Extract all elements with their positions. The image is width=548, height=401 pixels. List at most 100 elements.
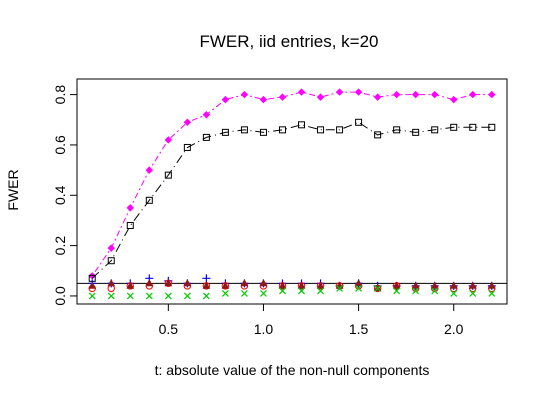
data-point [297, 281, 306, 289]
data-point [374, 131, 382, 139]
data-point [355, 284, 363, 292]
data-point [469, 123, 477, 131]
data-point [126, 292, 134, 300]
data-point [317, 126, 325, 134]
data-point [278, 281, 287, 289]
data-point [202, 133, 210, 141]
data-point [279, 287, 286, 295]
data-point [259, 95, 268, 104]
data-point [164, 136, 173, 144]
data-point [450, 123, 458, 131]
data-point [240, 126, 248, 134]
data-point [88, 292, 96, 300]
data-point [221, 281, 230, 289]
data-point [354, 279, 363, 287]
data-point [430, 90, 439, 99]
data-point [145, 292, 153, 300]
data-point [126, 281, 135, 289]
data-point [241, 290, 248, 297]
data-point [488, 90, 496, 99]
data-point [164, 279, 173, 287]
data-point [298, 287, 305, 295]
data-point [202, 111, 211, 119]
data-point [354, 88, 363, 96]
x-tick-label: 0.5 [159, 321, 179, 337]
data-point [335, 88, 344, 96]
data-point [164, 292, 172, 300]
data-point [450, 95, 458, 104]
data-point [260, 290, 267, 297]
x-tick-label: 1.0 [254, 321, 274, 337]
plot-marks: 0.5 1.0 1.5 2.0 0.0 0.2 0.4 0.6 0.8 [52, 85, 507, 337]
data-point [145, 166, 154, 174]
data-point [278, 126, 286, 134]
data-point [240, 90, 249, 99]
data-point [183, 118, 192, 126]
data-point [107, 257, 115, 265]
y-tick-label: 0.4 [52, 185, 68, 205]
data-point [431, 287, 439, 295]
data-point [107, 292, 115, 300]
data-point [487, 281, 496, 289]
data-point [126, 204, 134, 212]
data-point [259, 128, 267, 136]
data-point [374, 284, 382, 292]
y-tick-label: 0.8 [52, 85, 68, 105]
data-point [259, 279, 268, 287]
data-point [393, 126, 401, 134]
data-point [411, 281, 420, 289]
data-point [278, 93, 287, 101]
data-point [221, 128, 229, 136]
data-point [183, 279, 192, 287]
data-point [183, 143, 191, 151]
data-point [316, 281, 325, 289]
data-point [469, 90, 477, 99]
data-point [392, 90, 401, 99]
data-point [88, 281, 97, 289]
data-point [202, 281, 211, 289]
data-point [126, 221, 134, 229]
data-point [431, 126, 439, 134]
data-point [450, 290, 458, 297]
series-line [91, 91, 492, 277]
data-point [183, 292, 191, 300]
data-point [488, 290, 496, 297]
data-point [298, 121, 306, 129]
data-point [145, 196, 153, 204]
data-point [411, 90, 420, 99]
data-point [412, 287, 420, 295]
y-axis-label: FWER [5, 169, 21, 210]
data-point [449, 281, 458, 289]
data-point [373, 93, 382, 101]
data-point [355, 118, 363, 126]
data-point [488, 123, 496, 131]
data-point [336, 284, 343, 292]
data-point [412, 128, 420, 136]
data-point [107, 244, 115, 252]
data-point [221, 290, 229, 297]
data-point [392, 281, 401, 289]
data-point [336, 126, 344, 134]
x-tick-label: 1.5 [349, 321, 369, 337]
data-point [202, 292, 210, 300]
data-point [297, 88, 306, 96]
data-point [469, 290, 477, 297]
data-point [240, 279, 249, 287]
chart-title: FWER, iid entries, k=20 [199, 32, 378, 51]
y-tick-label: 0.0 [52, 286, 68, 306]
y-tick-label: 0.2 [52, 236, 68, 256]
y-tick-label: 0.6 [52, 135, 68, 155]
series-line [91, 121, 492, 279]
data-point [164, 171, 172, 179]
data-point [145, 279, 154, 287]
plot-frame [76, 78, 508, 305]
data-point [393, 287, 401, 295]
data-point [107, 279, 116, 287]
data-point [316, 93, 325, 101]
data-point [468, 281, 477, 289]
data-point [430, 281, 439, 289]
data-point [202, 274, 211, 283]
data-point [221, 95, 230, 104]
x-tick-label: 2.0 [444, 321, 464, 337]
